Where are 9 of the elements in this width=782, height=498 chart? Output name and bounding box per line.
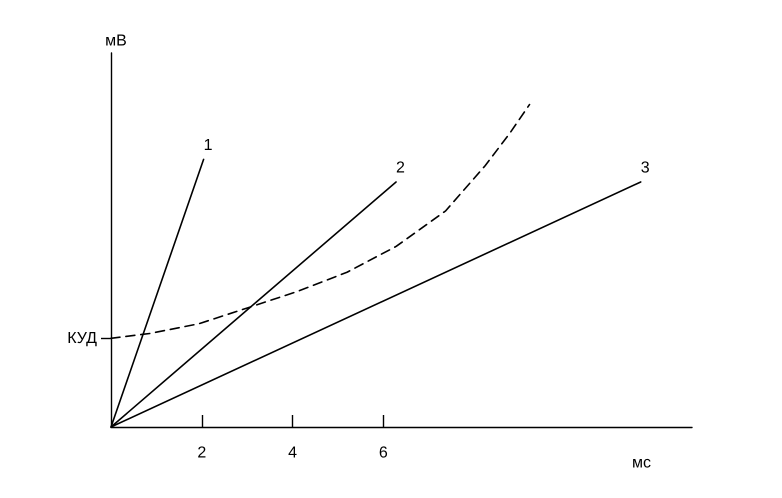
x-tick-label: 2 bbox=[197, 444, 206, 462]
x-tick-label: 4 bbox=[288, 444, 298, 462]
series-label: 2 bbox=[396, 159, 406, 176]
x-tick-label: 6 bbox=[378, 444, 388, 462]
y-axis-title: мВ bbox=[105, 32, 127, 50]
series-label: 3 bbox=[640, 159, 650, 176]
x-axis-title: мс bbox=[632, 454, 651, 472]
series-label: 1 bbox=[204, 136, 213, 154]
ref-line-label: КУД bbox=[67, 330, 98, 347]
